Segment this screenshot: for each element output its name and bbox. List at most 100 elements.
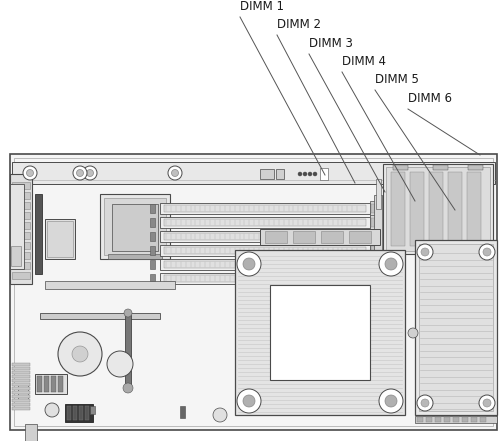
Circle shape xyxy=(385,258,397,270)
Bar xyxy=(12,272,30,279)
Bar xyxy=(371,218,376,227)
Bar xyxy=(371,274,376,283)
Circle shape xyxy=(168,166,182,180)
Bar xyxy=(235,250,405,415)
Bar xyxy=(150,246,155,255)
Circle shape xyxy=(379,252,403,276)
Bar xyxy=(376,179,381,209)
Bar xyxy=(79,406,83,420)
Bar xyxy=(65,404,93,422)
Bar xyxy=(14,158,493,426)
Bar xyxy=(180,406,185,418)
Bar xyxy=(73,406,77,420)
Circle shape xyxy=(417,244,433,260)
Bar xyxy=(37,376,42,392)
Bar xyxy=(371,204,376,213)
Bar xyxy=(480,417,486,422)
Bar xyxy=(371,232,376,241)
Bar xyxy=(12,383,30,386)
Bar xyxy=(10,184,24,269)
Bar xyxy=(276,169,284,179)
Bar xyxy=(12,242,30,249)
Bar xyxy=(462,417,468,422)
Circle shape xyxy=(237,389,261,413)
Circle shape xyxy=(483,399,491,407)
Circle shape xyxy=(213,408,227,422)
Bar xyxy=(320,168,328,180)
Bar xyxy=(35,374,67,394)
Bar xyxy=(453,417,459,422)
Bar xyxy=(435,417,441,422)
Bar xyxy=(12,162,495,184)
Circle shape xyxy=(479,244,495,260)
Bar xyxy=(51,376,56,392)
Bar xyxy=(383,164,493,254)
Bar xyxy=(125,315,131,385)
Bar xyxy=(58,376,63,392)
Bar xyxy=(12,262,30,269)
Bar xyxy=(160,203,370,214)
Bar xyxy=(67,406,71,420)
Bar xyxy=(12,222,30,229)
Bar xyxy=(12,375,30,378)
Bar xyxy=(429,172,443,246)
Bar xyxy=(10,174,32,284)
Circle shape xyxy=(308,172,312,176)
Bar xyxy=(45,281,175,289)
Text: DIMM 1: DIMM 1 xyxy=(240,0,284,13)
Bar xyxy=(150,260,155,269)
Bar xyxy=(164,233,366,240)
Bar xyxy=(11,246,21,266)
Bar xyxy=(393,165,408,170)
Bar xyxy=(10,154,497,430)
Bar xyxy=(85,406,89,420)
Bar xyxy=(40,313,160,319)
Circle shape xyxy=(77,169,84,176)
Bar xyxy=(108,254,162,259)
Bar xyxy=(12,387,30,390)
Circle shape xyxy=(417,395,433,411)
Bar xyxy=(160,217,370,228)
Bar xyxy=(44,376,49,392)
Circle shape xyxy=(243,395,255,407)
Bar xyxy=(293,231,315,243)
Circle shape xyxy=(385,395,397,407)
Bar xyxy=(370,243,378,258)
Bar xyxy=(260,169,274,179)
Bar xyxy=(370,257,378,272)
Bar xyxy=(370,201,378,216)
Circle shape xyxy=(45,403,59,417)
Bar xyxy=(12,395,30,398)
Bar xyxy=(391,172,405,246)
Bar xyxy=(164,247,366,254)
Circle shape xyxy=(243,258,255,270)
Circle shape xyxy=(23,166,37,180)
Bar xyxy=(160,259,370,270)
Text: DIMM 2: DIMM 2 xyxy=(277,18,321,31)
Bar xyxy=(370,229,378,244)
Bar xyxy=(12,371,30,374)
Bar xyxy=(12,391,30,394)
Bar xyxy=(371,260,376,269)
Bar xyxy=(444,417,450,422)
Bar xyxy=(164,261,366,268)
Circle shape xyxy=(123,383,133,393)
Bar xyxy=(112,204,158,251)
Bar xyxy=(150,204,155,213)
Circle shape xyxy=(87,169,94,176)
Bar xyxy=(35,194,42,274)
Bar xyxy=(45,219,75,259)
Circle shape xyxy=(27,169,33,176)
Bar xyxy=(104,198,166,255)
Bar xyxy=(374,195,382,287)
Circle shape xyxy=(303,172,307,176)
Bar xyxy=(12,363,30,366)
Bar xyxy=(468,165,483,170)
Bar xyxy=(410,172,424,246)
Bar xyxy=(12,379,30,382)
Bar xyxy=(426,417,432,422)
Bar xyxy=(12,403,30,406)
Bar xyxy=(448,172,462,246)
Bar xyxy=(370,271,378,286)
Bar xyxy=(321,231,343,243)
